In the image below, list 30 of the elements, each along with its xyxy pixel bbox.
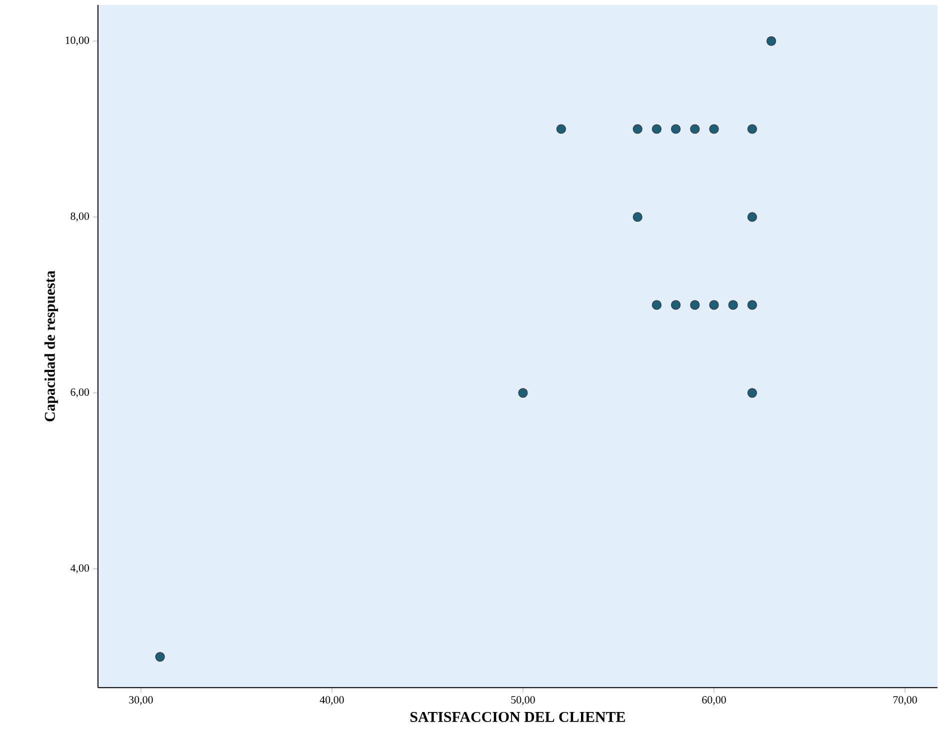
point bbox=[747, 300, 758, 310]
point bbox=[632, 124, 642, 134]
y-axis-title: Capacidad de respuesta bbox=[44, 270, 58, 422]
point bbox=[728, 300, 738, 310]
point bbox=[632, 212, 642, 222]
point bbox=[652, 124, 662, 134]
point bbox=[709, 124, 719, 134]
point bbox=[556, 124, 566, 134]
point bbox=[766, 36, 776, 46]
point bbox=[518, 388, 528, 398]
point bbox=[747, 124, 758, 134]
y-tick-label: 10,00 bbox=[66, 36, 90, 46]
x-tick-label: 70,00 bbox=[893, 696, 917, 706]
point bbox=[155, 652, 165, 662]
point bbox=[671, 124, 681, 134]
point bbox=[652, 300, 662, 310]
point bbox=[747, 212, 758, 222]
point bbox=[690, 300, 700, 310]
x-tick-label: 50,00 bbox=[511, 696, 535, 706]
point bbox=[671, 300, 681, 310]
x-tick-label: 30,00 bbox=[129, 696, 153, 706]
point bbox=[747, 388, 758, 398]
x-tick-label: 60,00 bbox=[702, 696, 726, 706]
x-axis-title: SATISFACCION DEL CLIENTE bbox=[410, 712, 625, 722]
y-tick-label: 4,00 bbox=[70, 564, 90, 574]
point bbox=[690, 124, 700, 134]
y-tick-label: 6,00 bbox=[70, 388, 90, 398]
x-tick-label: 40,00 bbox=[320, 696, 344, 706]
y-tick-label: 8,00 bbox=[70, 212, 90, 222]
point bbox=[709, 300, 719, 310]
